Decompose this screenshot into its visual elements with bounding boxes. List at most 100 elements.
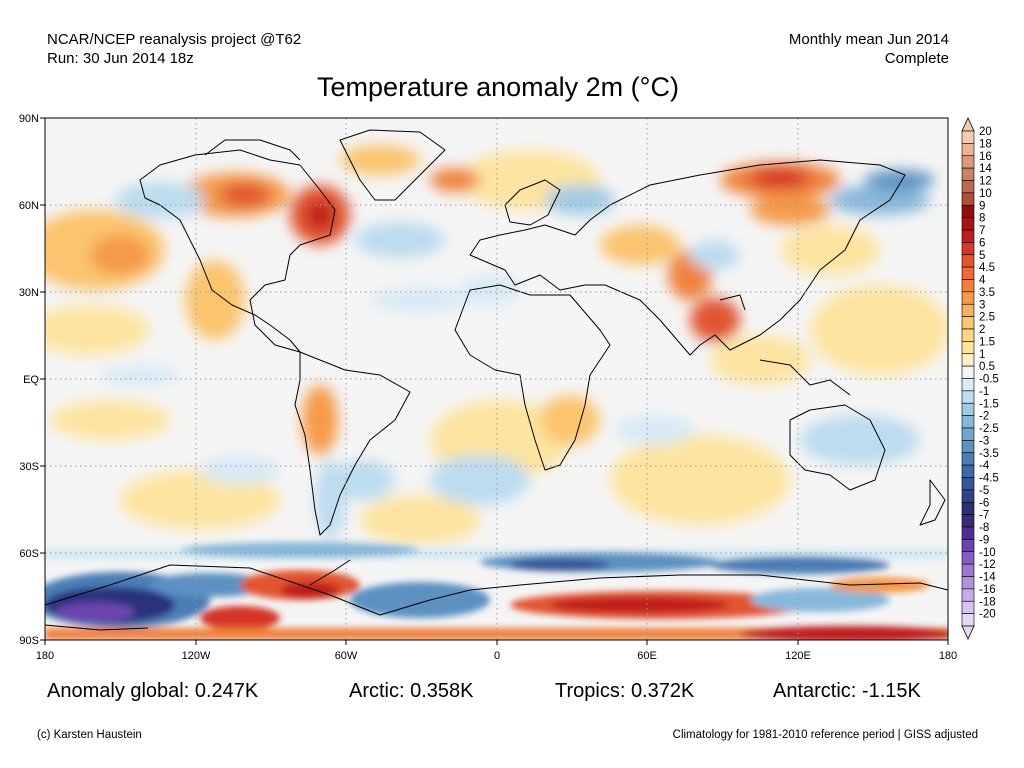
colorbar-swatch: [961, 217, 975, 231]
lat-label-60s: 60S: [19, 548, 39, 560]
colorbar-label: -6: [979, 497, 989, 509]
colorbar-swatch: [961, 303, 975, 317]
colorbar-swatch: [961, 155, 975, 169]
axis-ticks: [40, 117, 949, 645]
lat-label-30n: 30N: [19, 287, 39, 299]
colorbar-swatch: [961, 489, 975, 503]
colorbar-label: -9: [979, 534, 989, 546]
header-right: Monthly mean Jun 2014 Complete: [789, 30, 949, 68]
colorbar-label: -2: [979, 411, 989, 423]
colorbar-swatch: [961, 563, 975, 577]
colorbar-label: -2.5: [979, 423, 999, 435]
colorbar-swatch: [961, 192, 975, 206]
colorbar-swatch: [961, 452, 975, 466]
colorbar-label: 14: [979, 163, 992, 175]
colorbar-label: 4.5: [979, 262, 995, 274]
colorbar-swatch: [961, 378, 975, 392]
colorbar-swatch: [961, 365, 975, 379]
colorbar-swatch: [961, 576, 975, 590]
colorbar-swatch: [961, 464, 975, 478]
colorbar-label: 8: [979, 213, 985, 225]
anomaly-field: [45, 145, 948, 640]
colorbar-swatch: [961, 266, 975, 280]
period-label: Monthly mean Jun 2014: [788, 31, 949, 48]
arctic-anomaly: Arctic: 0.358K: [349, 680, 474, 702]
colorbar: 201816141210987654.543.532.521.510.5-0.5…: [961, 117, 999, 640]
colorbar-label: 18: [979, 138, 992, 150]
colorbar-swatch: [961, 316, 975, 330]
colorbar-swatch: [961, 415, 975, 429]
colorbar-label: -4.5: [979, 473, 999, 485]
run-label: Run: 30 Jun 2014 18z: [47, 50, 194, 67]
colorbar-label: 5: [979, 250, 985, 262]
antarctic-anomaly: Antarctic: -1.15K: [773, 680, 921, 702]
colorbar-swatch: [961, 588, 975, 602]
colorbar-swatch: [961, 402, 975, 416]
colorbar-label: 3: [979, 299, 985, 311]
colorbar-swatch: [961, 390, 975, 404]
colorbar-label: 16: [979, 151, 992, 163]
colorbar-label: -1: [979, 386, 989, 398]
colorbar-swatch: [961, 440, 975, 454]
header-left: NCAR/NCEP reanalysis project @T62 Run: 3…: [47, 30, 301, 68]
colorbar-swatch: [961, 180, 975, 194]
colorbar-label: -16: [979, 584, 996, 596]
colorbar-label: -5: [979, 485, 989, 497]
colorbar-label: 1.5: [979, 336, 995, 348]
colorbar-swatch: [961, 427, 975, 441]
graticule: [45, 118, 948, 640]
lon-label-0: 0: [494, 650, 500, 662]
colorbar-label: 3.5: [979, 287, 995, 299]
colorbar-label: 1: [979, 349, 985, 361]
colorbar-label: -1.5: [979, 398, 999, 410]
colorbar-swatch: [961, 526, 975, 540]
colorbar-swatch: [961, 501, 975, 515]
colorbar-swatch: [961, 514, 975, 528]
colorbar-label: 10: [979, 188, 992, 200]
colorbar-min-arrow: [961, 625, 975, 640]
global-anomaly: Anomaly global: 0.247K: [47, 680, 259, 702]
map-title: Temperature anomaly 2m (°C): [317, 72, 679, 102]
colorbar-label: -14: [979, 572, 996, 584]
colorbar-swatch: [961, 328, 975, 342]
credit: (c) Karsten Haustein: [37, 729, 142, 741]
colorbar-swatch: [961, 143, 975, 157]
colorbar-label: 12: [979, 176, 992, 188]
colorbar-label: 20: [979, 126, 992, 138]
colorbar-label: -18: [979, 596, 996, 608]
climatology-note: Climatology for 1981-2010 reference peri…: [672, 729, 978, 741]
colorbar-label: -8: [979, 522, 989, 534]
colorbar-swatch: [961, 600, 975, 614]
colorbar-swatch: [961, 229, 975, 243]
colorbar-label: 6: [979, 237, 985, 249]
lon-label-180e: 180: [939, 650, 957, 662]
tropics-anomaly: Tropics: 0.372K: [555, 680, 695, 702]
colorbar-swatch: [961, 613, 975, 627]
lat-label-30s: 30S: [19, 461, 39, 473]
colorbar-swatch: [961, 167, 975, 181]
map-panel: 90N 60N 30N EQ 30S 60S 90S 180 120W 60W …: [19, 113, 957, 662]
colorbar-label: 2: [979, 324, 985, 336]
lon-label-180w: 180: [36, 650, 54, 662]
colorbar-swatch: [961, 353, 975, 367]
colorbar-swatch: [961, 551, 975, 565]
lat-label-90s: 90S: [19, 635, 39, 647]
colorbar-label: -7: [979, 510, 989, 522]
colorbar-swatch: [961, 242, 975, 256]
colorbar-label: 9: [979, 200, 985, 212]
colorbar-label: 7: [979, 225, 985, 237]
colorbar-label: -20: [979, 609, 996, 621]
colorbar-swatch: [961, 279, 975, 293]
colorbar-swatch: [961, 204, 975, 218]
map-figure: 90N 60N 30N EQ 30S 60S 90S 180 120W 60W …: [19, 113, 999, 662]
lat-label-eq: EQ: [23, 374, 39, 386]
status-label: Complete: [884, 50, 949, 67]
colorbar-label: 0.5: [979, 361, 995, 373]
lon-label-60w: 60W: [335, 650, 358, 662]
lon-label-60e: 60E: [637, 650, 657, 662]
colorbar-label: 4: [979, 275, 986, 287]
colorbar-swatch: [961, 130, 975, 144]
colorbar-swatch: [961, 254, 975, 268]
lon-label-120e: 120E: [785, 650, 811, 662]
colorbar-label: -3.5: [979, 448, 999, 460]
